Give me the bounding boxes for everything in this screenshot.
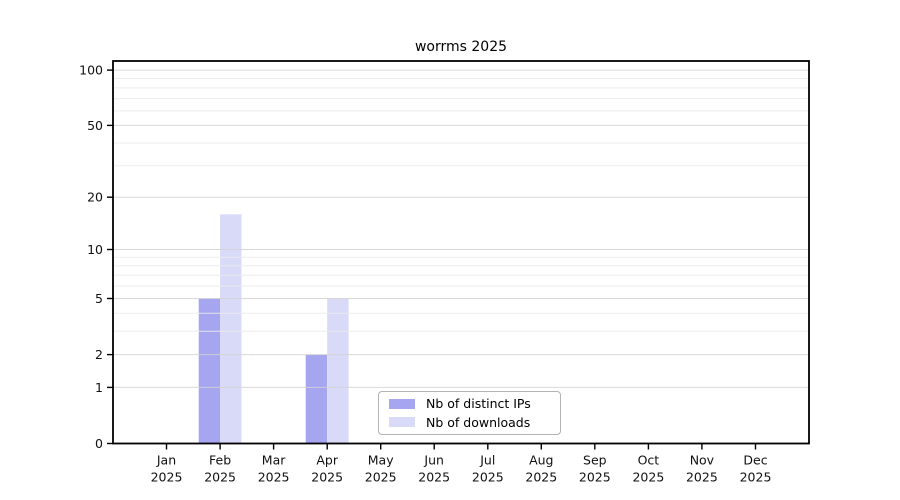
y-tick-label: 1 [95, 380, 103, 395]
bars [198, 214, 349, 444]
x-tick-label: Apr 2025 [311, 453, 343, 485]
legend-swatch-distinct-ips-icon [389, 398, 415, 409]
y-axis: 0 1 2 5 10 20 50 100 [79, 63, 113, 451]
x-tick-label: Oct 2025 [632, 453, 664, 485]
y-tick-label: 50 [87, 118, 103, 133]
y-tick-label: 10 [87, 242, 103, 257]
x-tick-label: Jul 2025 [472, 453, 504, 485]
y-tick-label: 5 [95, 291, 103, 306]
legend-swatch-downloads-icon [389, 417, 415, 428]
gridlines [113, 69, 809, 388]
y-tick-label: 0 [95, 436, 103, 451]
x-axis: Jan 2025 Feb 2025 Mar 2025 Apr 2025 May 2025 Jun 20… [151, 443, 772, 485]
legend-item-distinct-ips: Nb of distinct IPs [389, 396, 550, 412]
x-tick-label: Mar 2025 [258, 453, 290, 485]
bar-apr-downloads [327, 298, 349, 444]
x-tick-label: Nov 2025 [686, 453, 718, 485]
chart-title: worrms 2025 [415, 39, 507, 55]
x-tick-label: Feb 2025 [204, 453, 236, 485]
y-tick-label: 20 [87, 190, 103, 205]
y-tick-label: 100 [79, 63, 103, 78]
x-tick-label: Jun 2025 [418, 453, 450, 485]
x-tick-label: May 2025 [365, 453, 397, 485]
legend-label-downloads: Nb of downloads [426, 414, 531, 430]
legend-item-downloads: Nb of downloads [389, 415, 550, 431]
x-tick-label: Dec 2025 [740, 453, 772, 485]
x-tick-label: Sep 2025 [579, 453, 611, 485]
bar-apr-distinct-ips [305, 354, 328, 444]
axes-frame [112, 60, 810, 445]
legend-label-distinct-ips: Nb of distinct IPs [426, 396, 531, 412]
bar-feb-downloads [220, 214, 242, 444]
x-tick-label: Aug 2025 [525, 453, 557, 485]
legend: Nb of distinct IPs Nb of downloads [378, 391, 561, 435]
plot-area: 0 1 2 5 10 20 50 100 Jan 2025 Feb 2025 Mar 2025 Apr 202… [79, 60, 810, 485]
y-tick-label: 2 [95, 347, 103, 362]
bar-feb-distinct-ips [198, 298, 221, 444]
x-tick-label: Jan 2025 [151, 453, 183, 485]
